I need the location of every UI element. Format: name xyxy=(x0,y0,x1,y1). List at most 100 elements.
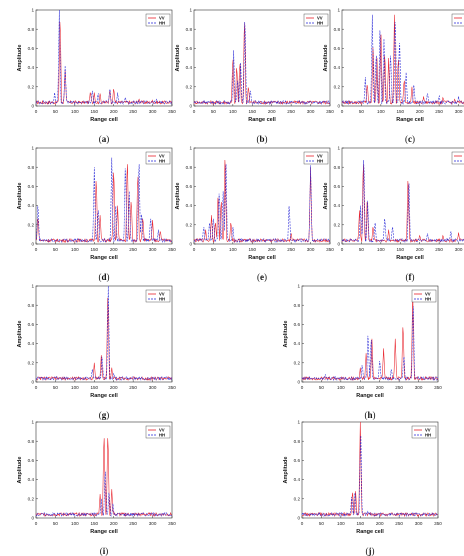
legend-label: HH xyxy=(425,433,431,438)
x-tick-label: 150 xyxy=(396,247,404,252)
x-tick-label: 250 xyxy=(435,247,443,252)
series-line-hh xyxy=(35,157,173,243)
series-line-hh xyxy=(301,306,439,381)
series-line-vv xyxy=(341,164,464,243)
y-tick-label: 0 xyxy=(337,242,340,247)
y-tick-label: 0.8 xyxy=(28,303,35,308)
x-tick-label: 250 xyxy=(129,247,137,252)
x-axis-label: Range cell xyxy=(90,117,118,123)
y-axis-label: Amplitude xyxy=(17,45,23,72)
x-tick-label: 100 xyxy=(71,109,79,114)
y-tick-label: 1 xyxy=(297,284,300,289)
x-tick-label: 150 xyxy=(356,521,364,526)
y-tick-label: 0 xyxy=(297,380,300,385)
x-tick-label: 100 xyxy=(229,247,237,252)
legend-label: HH xyxy=(159,159,165,164)
y-tick-label: 0.4 xyxy=(334,65,341,70)
x-tick-label: 300 xyxy=(307,247,315,252)
legend-label: HH xyxy=(317,159,323,164)
x-tick-label: 150 xyxy=(90,385,98,390)
x-tick-label: 200 xyxy=(110,247,118,252)
plot-area xyxy=(301,421,439,519)
legend xyxy=(411,289,437,303)
plot-area xyxy=(193,9,331,107)
legend-label: VV xyxy=(425,428,431,433)
x-tick-label: 350 xyxy=(168,385,176,390)
y-tick-label: 0.4 xyxy=(186,203,193,208)
x-tick-label: 300 xyxy=(149,247,157,252)
x-tick-label: 50 xyxy=(319,385,325,390)
y-tick-label: 0.4 xyxy=(186,65,193,70)
x-tick-label: 150 xyxy=(396,109,404,114)
y-tick-label: 1 xyxy=(31,420,34,425)
subplot-a: 0 50 100 150 200 250 300 350 0 0.2 0.4 0.6 0.8 1 Range… xyxy=(14,8,180,144)
x-tick-label: 150 xyxy=(90,521,98,526)
y-axis-label: Amplitude xyxy=(17,321,23,348)
y-axis-label: Amplitude xyxy=(17,457,23,484)
y-tick-label: 0.6 xyxy=(28,458,35,463)
y-tick-label: 0 xyxy=(31,380,34,385)
x-tick-label: 150 xyxy=(90,109,98,114)
legend-label: VV xyxy=(159,428,165,433)
y-tick-label: 1 xyxy=(189,146,192,151)
x-tick-label: 350 xyxy=(434,521,442,526)
y-axis-label: Amplitude xyxy=(283,321,289,348)
x-tick-label: 200 xyxy=(268,247,276,252)
legend xyxy=(451,151,464,165)
x-tick-label: 50 xyxy=(211,247,217,252)
legend-label: HH xyxy=(159,297,165,302)
y-tick-label: 0.8 xyxy=(186,27,193,32)
x-tick-label: 200 xyxy=(416,109,424,114)
y-tick-label: 0.6 xyxy=(334,46,341,51)
subplot-e: 0 50 100 150 200 250 300 350 0 0.2 0.4 0.6 0.8 1 Range… xyxy=(172,146,338,282)
y-tick-label: 0.8 xyxy=(334,27,341,32)
subplot-caption: (c) xyxy=(405,134,415,144)
x-tick-label: 100 xyxy=(71,385,79,390)
x-tick-label: 350 xyxy=(168,521,176,526)
subplot-caption: (j) xyxy=(365,546,375,556)
x-tick-label: 200 xyxy=(110,521,118,526)
legend-label: VV xyxy=(159,292,165,297)
y-tick-label: 0.4 xyxy=(334,203,341,208)
x-tick-label: 250 xyxy=(287,109,295,114)
y-tick-label: 1 xyxy=(297,420,300,425)
x-tick-label: 250 xyxy=(129,521,137,526)
legend-label: VV xyxy=(159,154,165,159)
subplot-caption: (a) xyxy=(98,134,110,144)
subplot-i: 0 50 100 150 200 250 300 350 0 0.2 0.4 0.6 0.8 1 Range… xyxy=(14,420,180,556)
line-chart: 05010015020025030035000.20.40.60.81Range… xyxy=(323,146,464,261)
y-tick-label: 0.6 xyxy=(294,322,301,327)
x-axis-label: Range cell xyxy=(248,117,276,123)
subplot-h: 0 50 100 150 200 250 300 350 0 0.2 0.4 0.6 0.8 1 Range… xyxy=(280,284,446,420)
x-tick-label: 300 xyxy=(149,385,157,390)
series-line-vv xyxy=(341,14,464,106)
x-axis-label: Range cell xyxy=(90,393,118,399)
subplot-d: 0 50 100 150 200 250 300 350 0 0.2 0.4 0.6 0.8 1 Range… xyxy=(14,146,180,282)
y-tick-label: 0.2 xyxy=(294,496,301,501)
y-tick-label: 0 xyxy=(337,104,340,109)
x-tick-label: 150 xyxy=(248,247,256,252)
subplot-f: 05010015020025030035000.20.40.60.81Range… xyxy=(320,146,464,282)
plot-area xyxy=(341,9,464,107)
x-tick-label: 200 xyxy=(110,385,118,390)
plot-area xyxy=(35,9,173,107)
series-line-vv xyxy=(193,21,331,106)
y-tick-label: 0 xyxy=(31,516,34,521)
legend-label: HH xyxy=(159,21,165,26)
x-tick-label: 350 xyxy=(434,385,442,390)
x-tick-label: 100 xyxy=(377,247,385,252)
x-tick-label: 50 xyxy=(53,247,59,252)
x-axis-label: Range cell xyxy=(90,255,118,261)
x-tick-label: 0 xyxy=(35,521,38,526)
subplot-caption: (f) xyxy=(405,272,415,282)
x-axis-label: Range cell xyxy=(396,255,424,261)
y-tick-label: 1 xyxy=(189,8,192,13)
plot-area xyxy=(35,147,173,245)
legend-label: HH xyxy=(317,21,323,26)
x-axis-label: Range cell xyxy=(248,255,276,261)
y-tick-label: 0.8 xyxy=(294,303,301,308)
